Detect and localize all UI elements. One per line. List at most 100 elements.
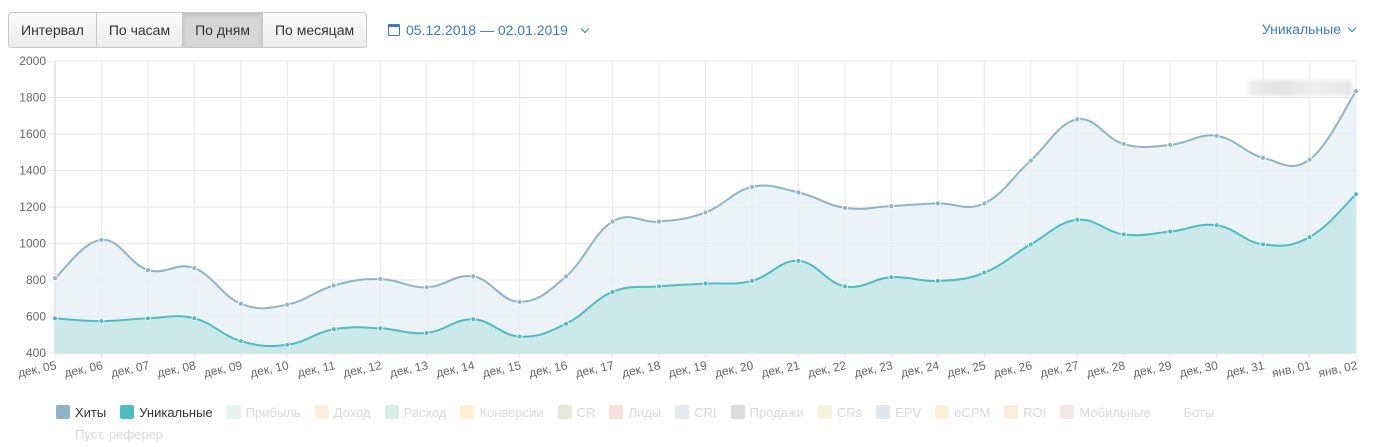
x-tick-label: дек, 26 (992, 358, 1033, 380)
uniques-point (52, 315, 58, 322)
hits-point (98, 236, 105, 243)
hits-point (52, 275, 58, 282)
legend-item[interactable]: Хиты (56, 404, 106, 420)
y-tick-label: 2000 (19, 54, 46, 68)
uniques-point (656, 283, 662, 290)
x-tick-label: дек, 17 (574, 358, 615, 380)
legend-item[interactable]: Продажи (730, 404, 804, 420)
hits-point (191, 265, 198, 272)
hits-point (237, 300, 244, 307)
legend-swatch (1060, 405, 1075, 419)
legend-item[interactable]: Пуст. реферер (56, 426, 163, 442)
y-tick-label: 800 (26, 273, 46, 287)
legend-label: Уникальные (139, 404, 213, 420)
area-chart: 400 600 800 1000 1200 1400 1600 1800 2000 дек, 05… (17, 54, 1359, 380)
y-tick-label: 1600 (19, 127, 46, 141)
uniques-point (609, 288, 616, 295)
x-tick-label: дек, 13 (388, 358, 429, 380)
by-days-button[interactable]: По дням (183, 13, 263, 47)
x-tick-label: дек, 09 (202, 358, 243, 380)
x-tick-label: дек, 05 (17, 358, 58, 380)
legend-item[interactable]: Доход (314, 404, 371, 420)
x-tick-label: янв, 02 (1317, 358, 1359, 380)
legend-swatch (935, 405, 950, 419)
x-tick-label: янв, 01 (1271, 358, 1313, 380)
hits-point (934, 200, 941, 207)
legend-item[interactable]: CRs (817, 404, 862, 420)
uniques-point (1213, 222, 1220, 229)
legend-swatch (557, 405, 572, 419)
calendar-icon (388, 24, 400, 36)
legend-item[interactable]: Уникальные (120, 404, 213, 420)
x-tick-label: дек, 29 (1132, 358, 1173, 380)
legend-item[interactable]: ROI (1004, 404, 1046, 420)
legend-label: Хиты (75, 404, 107, 420)
legend-label: ROI (1023, 404, 1047, 420)
by-hours-button[interactable]: По часам (97, 13, 184, 47)
legend-item[interactable]: Мобильные (1060, 404, 1150, 420)
uniques-point (981, 269, 988, 276)
x-tick-label: дек, 31 (1225, 358, 1266, 380)
hits-point (377, 276, 384, 282)
legend-item[interactable]: Расход (384, 404, 447, 420)
x-tick-label: дек, 28 (1085, 358, 1126, 380)
x-tick-label: дек, 27 (1039, 358, 1080, 380)
hits-point (841, 205, 848, 211)
legend-swatch (876, 405, 891, 419)
hits-point (470, 273, 477, 280)
legend-item[interactable]: EPV (876, 404, 921, 420)
hits-point (284, 301, 291, 308)
uniques-point (470, 316, 477, 323)
legend-label: CR (576, 404, 596, 420)
legend-swatch (730, 405, 745, 419)
uniques-point (98, 318, 105, 324)
hits-point (888, 203, 895, 209)
y-tick-label: 1000 (19, 237, 46, 251)
x-tick-label: дек, 18 (621, 358, 662, 380)
by-months-button[interactable]: По месяцам (274, 22, 355, 38)
uniques-point (1306, 234, 1313, 241)
hits-point (656, 218, 662, 225)
metric-dropdown[interactable]: Уникальные (1261, 21, 1357, 37)
legend-item[interactable]: Прибыль (226, 404, 301, 420)
y-tick-label: 1200 (19, 200, 46, 214)
uniques-point (423, 330, 430, 336)
y-tick-label: 600 (26, 310, 46, 324)
y-tick-label: 1800 (19, 91, 46, 105)
uniques-point (191, 315, 198, 322)
legend-item[interactable]: eCPM (935, 404, 990, 420)
date-range-text: 05.12.2018 — 02.01.2019 (406, 22, 568, 38)
chart-legend: Хиты Уникальные Прибыль Доход Расход Конверси… (56, 404, 1266, 442)
uniques-point (1027, 241, 1034, 248)
x-tick-label: дек, 10 (249, 358, 290, 380)
date-range-picker[interactable]: 05.12.2018 — 02.01.2019 (388, 22, 590, 38)
hits-point (330, 282, 337, 289)
legend-swatch (226, 405, 241, 419)
x-tick-label: дек, 08 (156, 358, 197, 380)
legend-item[interactable]: CR (557, 404, 596, 420)
legend-label: EPV (895, 404, 922, 420)
hits-point (981, 200, 988, 207)
hits-point (1213, 132, 1220, 139)
x-tick-label: дек, 15 (481, 358, 522, 380)
grouping-button-group: Интервал По часам По дням По месяцам (8, 12, 368, 48)
legend-item[interactable]: CRI (675, 404, 717, 420)
legend-label: Прибыль (245, 404, 301, 420)
x-tick-label: дек, 30 (1178, 358, 1219, 380)
legend-label: Расход (403, 404, 447, 420)
hits-point (1306, 156, 1313, 163)
legend-swatch (817, 405, 832, 419)
blurred-tooltip (1248, 80, 1352, 96)
uniques-area (55, 194, 1356, 353)
hits-point (1167, 142, 1174, 148)
x-tick-label: дек, 16 (528, 358, 569, 380)
hits-point (423, 284, 430, 291)
metric-dropdown-label: Уникальные (1261, 21, 1341, 37)
hits-point (563, 273, 570, 280)
legend-item[interactable]: Лиды (609, 404, 661, 420)
legend-label: CRI (694, 404, 717, 420)
hits-point (749, 184, 755, 190)
legend-item[interactable]: Боты (1164, 404, 1214, 420)
interval-button[interactable]: Интервал (9, 13, 97, 47)
legend-item[interactable]: Конверсии (460, 404, 544, 420)
